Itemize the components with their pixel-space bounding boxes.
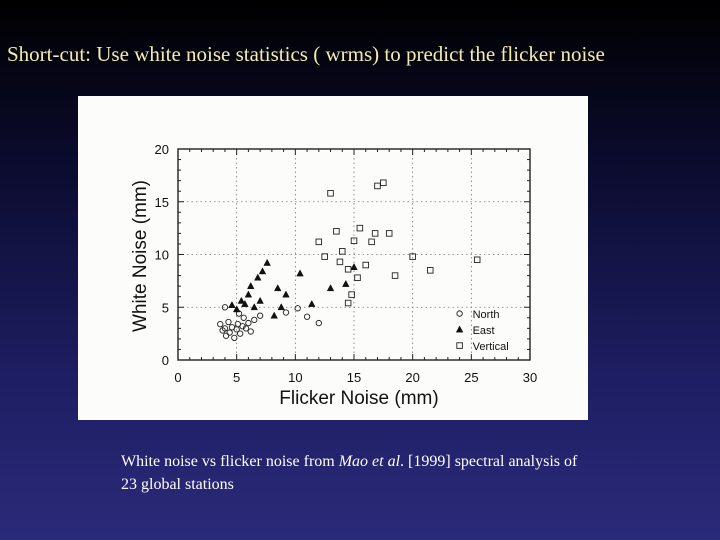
data-points [217,179,481,341]
point-vertical [374,182,381,190]
point-vertical [348,291,355,298]
point-east [274,284,282,292]
x-axis-label: Flicker Noise (mm) [279,388,438,409]
figure-caption: White noise vs flicker noise from Mao et… [121,450,591,496]
point-vertical [321,253,328,260]
x-tick-label: 5 [233,370,240,385]
legend-marker-north [456,310,463,317]
point-east [296,269,304,277]
point-east [282,290,290,298]
point-vertical [333,228,340,235]
point-north [225,318,232,326]
point-east [308,299,316,307]
point-north [231,334,238,341]
y-axis-label: White Noise (mm) [130,180,151,332]
point-east [244,290,253,298]
y-tick-label: 20 [155,142,169,157]
x-tick-label: 20 [405,370,419,385]
point-vertical [327,190,334,197]
point-east [247,282,255,289]
point-east [263,258,271,266]
point-east [228,301,236,308]
point-north [226,329,233,336]
point-vertical [315,238,323,246]
point-north [237,330,244,337]
point-north [303,313,311,320]
point-north [294,305,301,312]
grid-lines [178,149,530,360]
point-vertical [380,179,387,187]
point-vertical [368,238,375,246]
y-tick-label: 15 [155,195,169,210]
y-tick-label: 5 [162,300,169,315]
point-east [277,303,285,311]
legend-marker-vertical [456,342,463,349]
legend: North East Vertical [455,309,509,353]
point-north [315,319,322,327]
point-east [342,279,350,287]
point-north [217,320,224,328]
point-east [256,296,264,304]
point-east [250,303,258,311]
point-north [247,328,254,335]
x-tick-label: 25 [464,370,478,385]
point-east [258,267,267,275]
point-north [239,323,246,330]
x-tick-label: 10 [288,370,302,385]
point-east [326,284,335,292]
point-north [251,316,258,324]
point-vertical [339,248,346,255]
scatter-figure: 0 5 10 15 20 25 30 0 5 10 15 20 North East Vertical F… [78,96,588,420]
legend-label-vertical: Vertical [473,341,509,353]
scatter-chart: 0 5 10 15 20 25 30 0 5 10 15 20 North East Vertical F… [130,142,538,409]
point-vertical [385,230,393,237]
point-vertical [409,253,416,260]
caption-text-before: White noise vs flicker noise from [121,453,339,470]
point-north [242,325,250,332]
point-north [221,325,229,332]
caption-citation: Mao et al [338,453,401,470]
slide-title: Short-cut: Use white noise statistics ( … [7,42,605,66]
point-vertical [354,274,361,281]
point-vertical [391,272,399,279]
point-north [240,314,247,321]
axis-ticks: 0 5 10 15 20 25 30 0 5 10 15 20 [155,142,538,385]
legend-label-north: North [473,309,500,321]
point-east [237,296,246,304]
point-vertical [371,230,379,237]
point-east [232,305,241,313]
point-vertical [336,258,344,266]
point-north [282,309,290,316]
x-tick-label: 30 [523,370,537,385]
point-vertical [356,224,364,232]
point-north [256,312,264,319]
point-east [270,311,278,319]
point-vertical [362,261,369,269]
point-vertical [473,256,481,264]
legend-marker-east [455,325,464,333]
y-tick-label: 0 [162,353,169,368]
point-north [245,319,252,327]
point-north [222,332,230,339]
point-vertical [344,299,352,307]
point-vertical [344,266,352,273]
point-north [221,304,229,311]
point-east [350,263,358,271]
point-vertical [427,267,434,274]
caption-text-after: . [1999] spectral analysis of 23 global … [121,453,578,493]
point-east [241,299,249,307]
x-tick-label: 15 [347,370,361,385]
point-vertical [350,237,358,245]
y-tick-label: 10 [155,248,169,263]
legend-label-east: East [473,325,495,337]
point-east [254,273,262,281]
x-tick-label: 0 [174,370,181,385]
